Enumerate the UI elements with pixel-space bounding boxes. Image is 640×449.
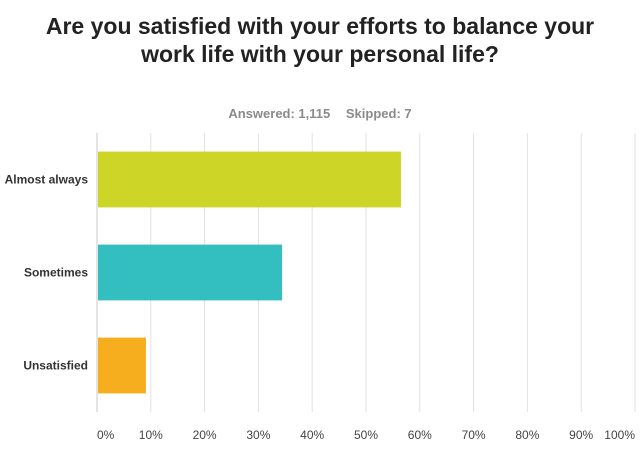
bar xyxy=(98,244,283,301)
x-tick-label: 40% xyxy=(300,428,324,442)
x-tick-label: 80% xyxy=(515,428,539,442)
x-tick-label: 20% xyxy=(193,428,217,442)
bar xyxy=(98,337,146,394)
category-label: Almost always xyxy=(5,173,89,187)
category-label: Unsatisfied xyxy=(23,359,88,373)
x-tick-label: 60% xyxy=(408,428,432,442)
skipped-count: Skipped: 7 xyxy=(345,106,412,121)
x-tick-label: 30% xyxy=(246,428,270,442)
x-tick-label: 70% xyxy=(462,428,486,442)
category-label: Sometimes xyxy=(24,266,88,280)
x-tick-label: 90% xyxy=(569,428,593,442)
x-tick-label: 0% xyxy=(97,428,115,442)
response-stats: Answered: 1,115 Skipped: 7 xyxy=(0,106,640,121)
bar xyxy=(98,151,401,208)
answered-count: Answered: 1,115 xyxy=(228,106,331,121)
x-tick-label: 100% xyxy=(604,428,635,442)
x-tick-label: 10% xyxy=(139,428,163,442)
chart-title: Are you satisfied with your efforts to b… xyxy=(45,13,595,67)
x-tick-label: 50% xyxy=(354,428,378,442)
